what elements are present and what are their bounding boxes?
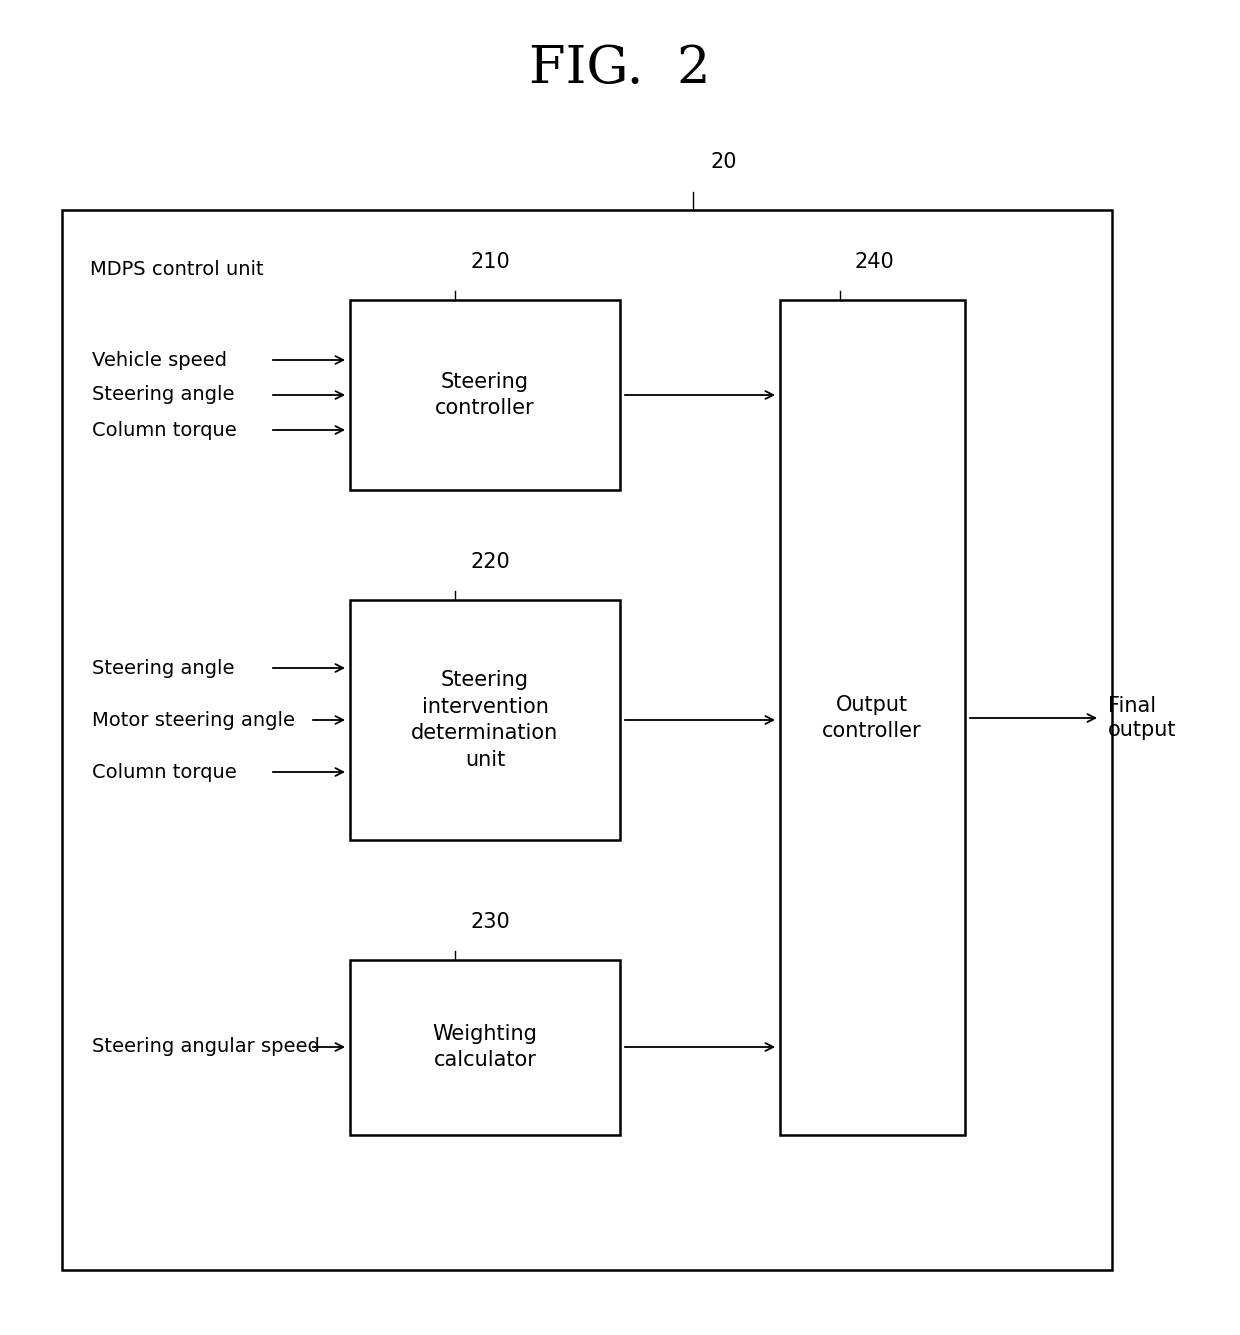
- Text: 230: 230: [470, 912, 510, 932]
- Text: Weighting
calculator: Weighting calculator: [433, 1024, 537, 1071]
- Bar: [780, 300, 965, 1135]
- Text: Output
controller: Output controller: [822, 694, 921, 741]
- Text: Final
output: Final output: [1109, 697, 1177, 740]
- Text: FIG.  2: FIG. 2: [529, 43, 711, 93]
- Text: Column torque: Column torque: [92, 421, 237, 439]
- Text: Column torque: Column torque: [92, 762, 237, 781]
- Text: MDPS control unit: MDPS control unit: [91, 260, 264, 279]
- Text: Steering
intervention
determination
unit: Steering intervention determination unit: [412, 670, 559, 769]
- Text: 20: 20: [711, 152, 737, 172]
- Text: Steering angle: Steering angle: [92, 658, 234, 677]
- Text: Steering angular speed: Steering angular speed: [92, 1037, 320, 1056]
- Text: Steering
controller: Steering controller: [435, 372, 534, 418]
- Text: 220: 220: [470, 551, 510, 571]
- Text: Steering angle: Steering angle: [92, 386, 234, 405]
- Bar: [62, 210, 1112, 1270]
- Bar: [350, 960, 620, 1135]
- Bar: [350, 300, 620, 490]
- Bar: [350, 599, 620, 840]
- Text: Vehicle speed: Vehicle speed: [92, 351, 227, 370]
- Text: Motor steering angle: Motor steering angle: [92, 710, 295, 729]
- Text: 210: 210: [470, 252, 510, 272]
- Text: 240: 240: [856, 252, 895, 272]
